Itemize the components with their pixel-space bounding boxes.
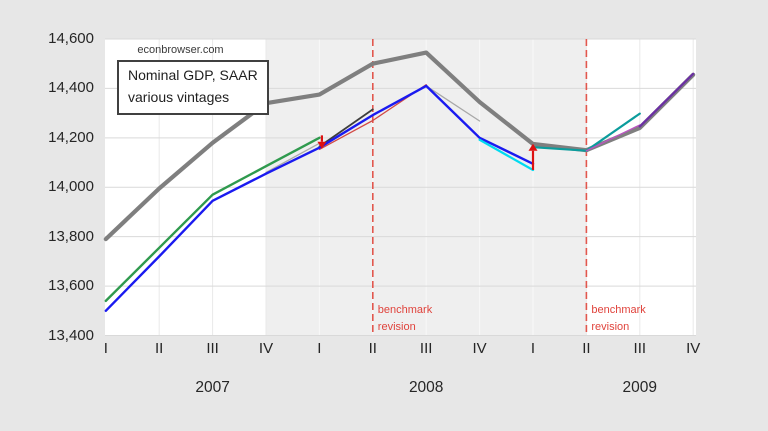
benchmark-revision-label: benchmark revision <box>377 304 433 333</box>
year-label: 2009 <box>622 379 658 396</box>
x-axis-label: I <box>317 340 322 357</box>
y-axis-label: 13,800 <box>48 227 94 245</box>
series-magenta-thin-2009 <box>585 124 641 152</box>
x-axis-label: I <box>103 340 108 357</box>
series-dark-gray-segment-2008 <box>318 108 374 148</box>
revision-arrow-down-2008q1-head <box>317 141 327 149</box>
y-axis-label: 14,000 <box>48 178 94 196</box>
x-axis-label: IV <box>472 340 487 357</box>
series-thin-gray-2007-vintage <box>265 142 321 174</box>
x-axis-label: I <box>530 340 536 357</box>
title-line-2: various vintages <box>128 88 230 105</box>
series-blue-vintage <box>104 84 535 312</box>
y-axis-label: 14,600 <box>48 30 94 47</box>
x-axis-label: II <box>368 340 377 357</box>
watermark: econbrowser.com <box>137 44 224 56</box>
x-axis-label: III <box>206 340 219 357</box>
y-axis-label: 13,600 <box>48 277 94 295</box>
revision-arrow-up-2009q1-head <box>528 143 538 151</box>
benchmark-revision-label: benchmark revision <box>591 304 646 333</box>
series-thin-gray-2008-vintage <box>425 85 481 122</box>
y-axis-label: 14,200 <box>48 128 94 146</box>
year-label: 2008 <box>408 379 444 396</box>
y-axis-label: 14,400 <box>48 79 94 97</box>
x-axis-label: II <box>582 340 591 357</box>
series-cyan-vintage-2009q1 <box>478 138 535 172</box>
title-line-1: Nominal GDP, SAAR <box>128 67 258 83</box>
y-axis-label: 13,400 <box>48 326 94 344</box>
x-axis-label: III <box>633 340 647 357</box>
x-axis-label: IV <box>686 340 701 357</box>
x-axis-label: III <box>419 340 433 357</box>
series-green-vintage <box>104 136 321 303</box>
series-purple-vintage-2009q4 <box>638 72 695 128</box>
x-axis-label: II <box>155 340 164 357</box>
x-axis-label: IV <box>258 340 274 357</box>
title-box: Nominal GDP, SAAR various vintages <box>117 60 269 115</box>
year-label: 2007 <box>195 379 230 396</box>
